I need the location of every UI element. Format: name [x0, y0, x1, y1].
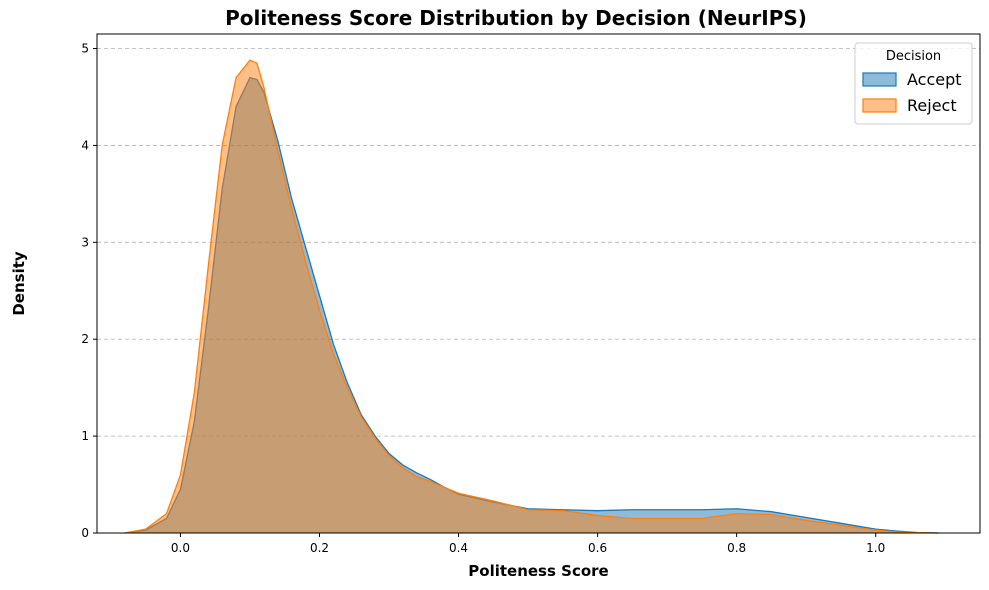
x-tick-label-2: 0.4 — [449, 541, 468, 555]
x-tick-label-4: 0.8 — [727, 541, 746, 555]
area-reject — [124, 60, 939, 533]
line-reject — [124, 59, 939, 534]
legend-label-accept: Accept — [907, 70, 962, 89]
legend-label-reject: Reject — [907, 96, 957, 115]
legend-items: Accept Reject — [862, 70, 962, 115]
x-axis-ticks: 0.0 0.2 0.4 0.6 0.8 1.0 — [171, 533, 885, 555]
y-tick-label-1: 1 — [81, 429, 89, 443]
chart-title: Politeness Score Distribution by Decisio… — [225, 6, 807, 30]
density-areas — [124, 59, 939, 534]
legend: Decision Accept Reject — [854, 42, 973, 125]
x-axis-title: Politeness Score — [468, 562, 608, 580]
legend-title: Decision — [886, 49, 941, 64]
plot-frame — [96, 33, 981, 534]
y-tick-label-2: 2 — [81, 332, 89, 346]
y-axis-title: Density — [10, 251, 28, 316]
x-tick-label-3: 0.6 — [588, 541, 607, 555]
x-tick-label-5: 1.0 — [866, 541, 885, 555]
x-tick-label-1: 0.2 — [310, 541, 329, 555]
y-axis-ticks: 0 1 2 3 4 5 — [81, 42, 97, 540]
y-tick-label-3: 3 — [81, 235, 89, 249]
y-tick-label-4: 4 — [81, 138, 89, 152]
y-tick-label-5: 5 — [81, 42, 89, 56]
legend-swatch-reject — [862, 98, 897, 113]
x-tick-label-0: 0.0 — [171, 541, 190, 555]
legend-swatch-accept — [862, 72, 897, 87]
y-tick-label-0: 0 — [81, 526, 89, 540]
